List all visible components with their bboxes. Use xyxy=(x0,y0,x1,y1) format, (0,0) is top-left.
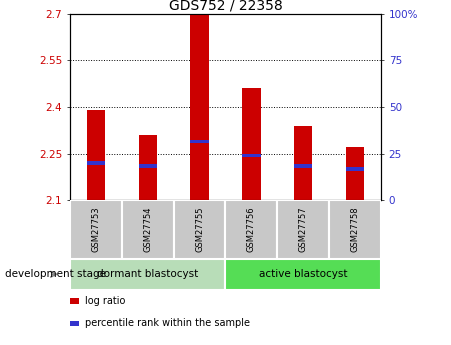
Text: GSM27758: GSM27758 xyxy=(351,207,359,252)
Bar xyxy=(70,298,79,304)
Text: development stage: development stage xyxy=(5,269,106,279)
Text: percentile rank within the sample: percentile rank within the sample xyxy=(86,318,250,328)
Bar xyxy=(294,165,313,168)
Bar xyxy=(87,161,105,165)
Bar xyxy=(70,321,79,326)
Text: dormant blastocyst: dormant blastocyst xyxy=(97,269,198,279)
Bar xyxy=(226,200,277,259)
Bar xyxy=(294,126,313,200)
Bar xyxy=(138,165,157,168)
Bar xyxy=(277,200,329,259)
Bar xyxy=(329,200,381,259)
Text: log ratio: log ratio xyxy=(86,296,126,306)
Bar xyxy=(346,168,364,171)
Bar xyxy=(122,200,174,259)
Bar xyxy=(242,88,261,200)
Bar xyxy=(174,200,226,259)
Bar xyxy=(190,14,209,200)
Bar xyxy=(70,259,226,290)
Text: GSM27756: GSM27756 xyxy=(247,207,256,252)
Bar xyxy=(190,140,209,143)
Bar xyxy=(242,154,261,157)
Bar xyxy=(346,147,364,200)
Bar xyxy=(226,259,381,290)
Text: GSM27753: GSM27753 xyxy=(92,207,100,252)
Bar xyxy=(87,110,105,200)
Bar xyxy=(138,135,157,200)
Text: GSM27755: GSM27755 xyxy=(195,207,204,252)
Bar xyxy=(70,200,122,259)
Text: GSM27754: GSM27754 xyxy=(143,207,152,252)
Text: GSM27757: GSM27757 xyxy=(299,207,308,252)
Title: GDS752 / 22358: GDS752 / 22358 xyxy=(169,0,282,13)
Text: active blastocyst: active blastocyst xyxy=(259,269,348,279)
